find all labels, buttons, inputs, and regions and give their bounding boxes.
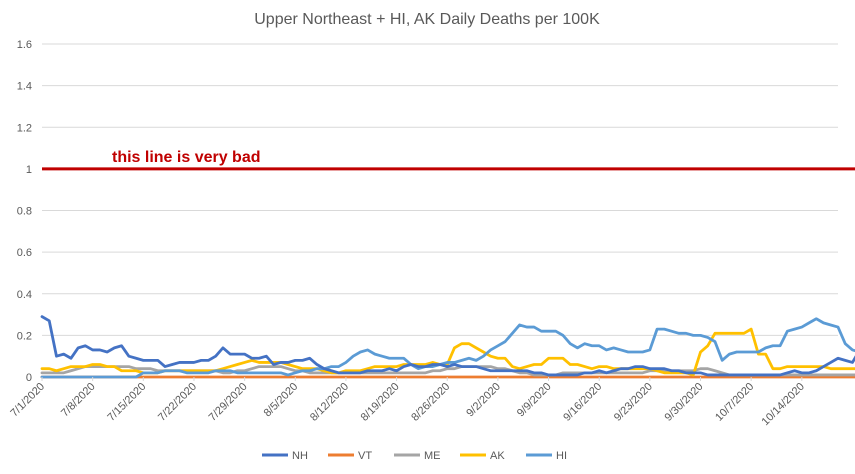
y-tick-label: 0.8 [17,206,32,218]
reference-line-group: this line is very bad [42,149,855,171]
x-tick-label: 8/12/2020 [308,381,351,424]
gridlines [42,43,838,378]
x-tick-label: 8/19/2020 [359,381,402,424]
x-tick-label: 9/2/2020 [464,381,503,420]
x-tick-label: 9/23/2020 [612,381,655,424]
legend-label-hi: HI [556,450,567,462]
x-tick-label: 9/16/2020 [561,381,604,424]
x-tick-label: 7/8/2020 [59,381,98,420]
legend-label-nh: NH [292,450,308,462]
series-line-hi [40,317,855,379]
y-axis: 0 0.2 0.4 0.6 0.8 1 1.2 1.4 1.6 [17,39,32,384]
series-line-ak [40,327,855,377]
reference-line-annotation: this line is very bad [112,149,261,166]
y-tick-label: 1.4 [17,81,32,93]
x-tick-label: 7/1/2020 [8,381,47,420]
x-tick-label: 9/9/2020 [515,381,554,420]
y-tick-label: 0.6 [17,247,32,259]
series-line-nh [40,315,855,377]
x-tick-label: 9/30/2020 [663,381,706,424]
y-tick-label: 0 [26,372,32,384]
legend-label-me: ME [424,450,441,462]
chart-title: Upper Northeast + HI, AK Daily Deaths pe… [254,11,600,28]
x-tick-label: 10/7/2020 [713,381,756,424]
x-tick-label: 10/14/2020 [760,381,807,428]
x-tick-label: 7/15/2020 [105,381,148,424]
x-tick-label: 8/26/2020 [409,381,452,424]
legend-label-ak: AK [490,450,505,462]
x-tick-label: 7/22/2020 [156,381,199,424]
y-tick-label: 0.4 [17,289,32,301]
y-tick-label: 1 [26,164,32,176]
legend: NH VT ME AK HI [262,450,567,462]
legend-label-vt: VT [358,450,372,462]
y-tick-label: 1.2 [17,122,32,134]
x-axis: 7/1/2020 7/8/2020 7/15/2020 7/22/2020 7/29/2… [8,377,807,428]
y-tick-label: 1.6 [17,39,32,51]
series-lines [40,315,855,379]
x-tick-label: 8/5/2020 [262,381,301,420]
y-tick-label: 0.2 [17,330,32,342]
x-tick-label: 7/29/2020 [207,381,250,424]
